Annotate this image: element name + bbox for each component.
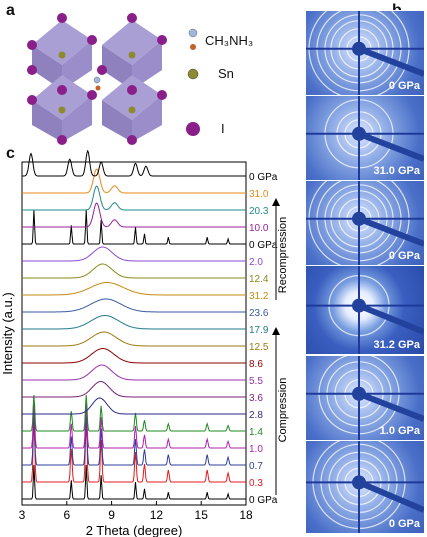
- series-line: [22, 421, 246, 483]
- series-line: [22, 394, 246, 432]
- series-line: [22, 246, 246, 262]
- legend-sn: Sn: [218, 66, 234, 81]
- series-label: 0 GPa: [249, 240, 278, 251]
- crystal-structure-illustration: [27, 13, 167, 145]
- series-line: [22, 331, 246, 347]
- xrd-panel-0: 0 GPa: [306, 10, 424, 95]
- series-line: [22, 209, 246, 245]
- x-tick-label: 6: [63, 508, 70, 522]
- xrd-panel-label: 1.0 GPa: [379, 425, 420, 437]
- series-label: 12.5: [249, 342, 269, 353]
- recompression-arrow-head: [272, 198, 280, 206]
- series-line: [22, 202, 246, 228]
- ch3nh3-marker-icon: [188, 28, 198, 38]
- series-line: [22, 364, 246, 381]
- series-label: 10.0: [249, 223, 269, 234]
- series-label: 31.2: [249, 291, 269, 302]
- series-label: 17.9: [249, 325, 269, 336]
- xrd-panel-2: 0 GPa: [306, 180, 424, 265]
- xrd-panel-1: 31.0 GPa: [306, 95, 424, 180]
- series-line: [22, 348, 246, 364]
- series-line: [22, 298, 246, 313]
- series-label: 2.0: [249, 257, 263, 268]
- series-label: 3.6: [249, 393, 263, 404]
- xrd-panel-label: 31.0 GPa: [373, 165, 420, 177]
- xrd-line-chart: 3 6 9 12 15 18 2 Theta (degree) Intensity (a.u.…: [0, 150, 289, 537]
- series-label: 12.4: [249, 274, 269, 285]
- sn-marker-icon: [187, 68, 199, 80]
- series-line: [22, 412, 246, 466]
- recompression-label: Recompression: [277, 217, 289, 293]
- series-label: 0.3: [249, 478, 263, 489]
- compression-arrow-head: [272, 327, 280, 335]
- x-tick-label: 18: [239, 508, 253, 522]
- x-tick-label: 9: [108, 508, 115, 522]
- xrd-panel-5: 0 GPa: [306, 440, 424, 533]
- series-label: 20.3: [249, 206, 269, 217]
- series-label: 1.0: [249, 444, 263, 455]
- panel-label-a: a: [6, 2, 15, 19]
- xrd-panel-label: 0 GPa: [388, 250, 420, 262]
- compression-label: Compression: [277, 378, 289, 443]
- i-marker-icon: [186, 122, 200, 136]
- series-line: [22, 315, 246, 330]
- series-line: [22, 464, 246, 500]
- xrd-panel-label: 31.2 GPa: [373, 339, 420, 351]
- xrd-panel-4: 1.0 GPa: [306, 355, 424, 440]
- series-line: [22, 381, 246, 398]
- legend-i: I: [221, 121, 225, 136]
- y-axis-label: Intensity (a.u.): [0, 292, 15, 374]
- xrd-panel-label: 0 GPa: [388, 80, 420, 92]
- series-label: 23.6: [249, 308, 269, 319]
- series-label: 2.8: [249, 410, 263, 421]
- x-tick-label: 3: [19, 508, 26, 522]
- series-line: [22, 282, 246, 296]
- series-label: 8.6: [249, 359, 263, 370]
- series-line: [22, 263, 246, 279]
- x-axis-label: 2 Theta (degree): [86, 523, 183, 537]
- series-line: [22, 168, 246, 194]
- series-label: 0 GPa: [249, 172, 278, 183]
- plot-frame: [21, 161, 247, 506]
- series-line: [22, 397, 246, 415]
- series-label: 31.0: [249, 189, 269, 200]
- series-label: 1.4: [249, 427, 263, 438]
- series-label: 0 GPa: [249, 495, 278, 506]
- series-line: [22, 403, 246, 449]
- series-label: 5.5: [249, 376, 263, 387]
- ch3nh3-sub-marker-icon: [190, 44, 196, 50]
- x-tick-label: 12: [150, 508, 164, 522]
- series-label: 0.7: [249, 461, 263, 472]
- x-tick-label: 15: [195, 508, 209, 522]
- legend-ch3nh3: CH₃NH₃: [205, 33, 254, 48]
- xrd-panel-label: 0 GPa: [388, 518, 420, 530]
- series-line: [22, 185, 246, 211]
- xrd-panel-3: 31.2 GPa: [306, 265, 424, 354]
- series-line: [22, 150, 246, 177]
- panel-label-c: c: [6, 145, 15, 162]
